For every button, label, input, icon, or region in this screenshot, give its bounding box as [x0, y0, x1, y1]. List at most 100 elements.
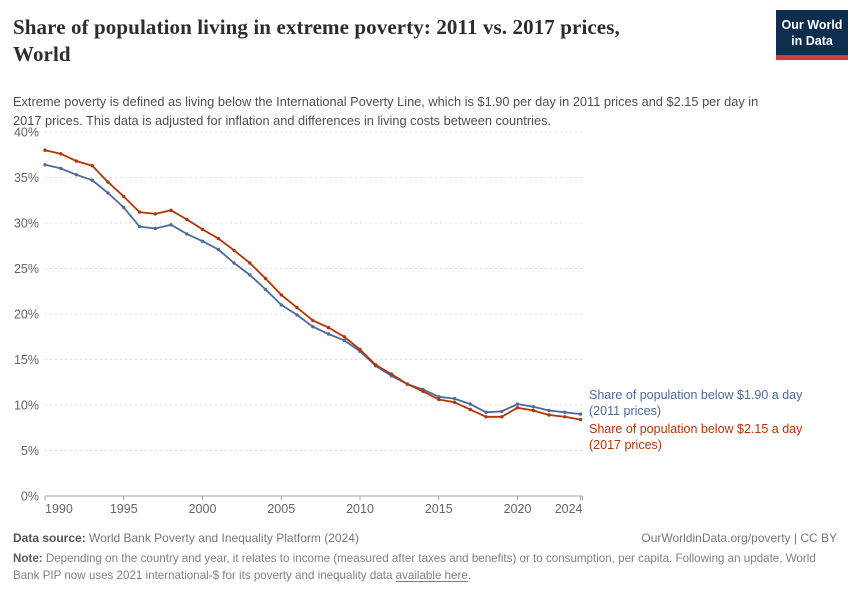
y-tick-label: 5%: [21, 444, 39, 458]
y-tick-label: 10%: [14, 399, 39, 413]
data-point[interactable]: [326, 332, 331, 336]
data-point[interactable]: [547, 408, 551, 413]
data-point[interactable]: [59, 152, 63, 156]
y-tick-label: 40%: [14, 126, 39, 140]
data-point[interactable]: [311, 325, 315, 329]
data-point[interactable]: [43, 148, 47, 152]
data-point[interactable]: [248, 273, 252, 277]
data-point[interactable]: [421, 389, 425, 394]
series-line-0[interactable]: [44, 163, 582, 415]
note-label: Note:: [13, 552, 43, 565]
data-point[interactable]: [185, 217, 189, 222]
x-tick-label: 1990: [45, 502, 73, 516]
data-source-label: Data source:: [13, 531, 86, 545]
data-point[interactable]: [342, 335, 346, 339]
data-point[interactable]: [232, 261, 236, 265]
data-point[interactable]: [500, 415, 504, 419]
data-point[interactable]: [578, 412, 583, 416]
available-here-link[interactable]: available here: [395, 568, 468, 582]
data-point[interactable]: [468, 402, 472, 406]
data-point[interactable]: [500, 409, 504, 414]
x-tick-label: 2015: [425, 502, 453, 516]
data-point[interactable]: [452, 400, 457, 404]
data-point[interactable]: [74, 159, 79, 163]
data-point[interactable]: [216, 236, 220, 241]
data-point[interactable]: [106, 180, 110, 184]
data-point[interactable]: [153, 212, 157, 216]
series-label-2017-prices[interactable]: Share of population below $2.15 a day (2…: [589, 422, 803, 452]
data-point[interactable]: [515, 406, 520, 410]
x-tick-label: 1995: [110, 502, 138, 516]
data-point[interactable]: [405, 382, 409, 386]
data-point[interactable]: [279, 293, 283, 297]
data-point[interactable]: [547, 413, 551, 417]
data-point[interactable]: [374, 363, 378, 367]
page-title: Share of population living in extreme po…: [13, 14, 768, 68]
data-point[interactable]: [531, 408, 535, 413]
note-suffix: .: [467, 568, 472, 582]
data-point[interactable]: [122, 194, 126, 199]
data-point[interactable]: [43, 163, 47, 167]
data-point[interactable]: [389, 372, 394, 376]
data-point[interactable]: [279, 303, 283, 307]
data-point[interactable]: [153, 226, 157, 231]
data-point[interactable]: [515, 402, 520, 406]
data-point[interactable]: [342, 338, 346, 343]
data-point[interactable]: [563, 415, 567, 419]
data-point[interactable]: [106, 191, 110, 195]
data-point[interactable]: [563, 410, 567, 414]
owid-logo[interactable]: Our World in Data: [776, 10, 848, 60]
y-tick-label: 30%: [14, 217, 39, 231]
series-line-1[interactable]: [44, 149, 582, 421]
data-point[interactable]: [437, 397, 441, 402]
x-tick-label: 2005: [267, 502, 295, 516]
data-point[interactable]: [200, 227, 205, 232]
data-point[interactable]: [437, 395, 441, 399]
data-point[interactable]: [484, 415, 488, 419]
data-point[interactable]: [137, 210, 142, 214]
x-tick-label: 2024: [555, 502, 583, 516]
data-point[interactable]: [59, 166, 63, 171]
data-point[interactable]: [169, 223, 173, 227]
y-tick-label: 25%: [14, 262, 39, 276]
data-point[interactable]: [531, 405, 535, 409]
footnote: Note: Depending on the country and year,…: [13, 551, 837, 584]
data-point[interactable]: [468, 407, 472, 412]
x-tick-label: 2000: [189, 502, 217, 516]
data-point[interactable]: [263, 276, 268, 281]
note-text: Depending on the country and year, it re…: [13, 552, 816, 582]
data-point[interactable]: [185, 232, 189, 236]
data-point[interactable]: [232, 248, 236, 252]
data-point[interactable]: [137, 224, 142, 229]
x-tick-label: 2020: [504, 502, 532, 516]
y-tick-label: 0%: [21, 490, 39, 504]
data-point[interactable]: [484, 410, 488, 414]
data-point[interactable]: [169, 208, 173, 212]
data-point[interactable]: [295, 313, 299, 317]
data-point[interactable]: [578, 417, 583, 422]
data-point[interactable]: [452, 396, 457, 401]
y-tick-label: 20%: [14, 308, 39, 322]
data-point[interactable]: [358, 347, 362, 352]
data-point[interactable]: [122, 205, 126, 210]
y-tick-label: 15%: [14, 353, 39, 367]
data-point[interactable]: [295, 305, 299, 310]
data-point[interactable]: [216, 247, 220, 252]
series-label-1990-prices[interactable]: Share of population below $1.90 a day (2…: [589, 388, 803, 418]
data-point[interactable]: [74, 173, 79, 177]
data-point[interactable]: [200, 239, 205, 243]
data-point[interactable]: [311, 318, 315, 323]
data-point[interactable]: [326, 325, 331, 330]
y-tick-label: 35%: [14, 171, 39, 185]
data-point[interactable]: [90, 178, 95, 182]
title-line-2: World: [13, 42, 71, 66]
x-tick-label: 2010: [346, 502, 374, 516]
data-point[interactable]: [263, 287, 268, 292]
attribution-link[interactable]: OurWorldinData.org/poverty | CC BY: [641, 531, 837, 545]
data-point[interactable]: [90, 164, 95, 168]
data-source-line: Data source: World Bank Poverty and Ineq…: [13, 531, 837, 545]
data-point[interactable]: [248, 261, 252, 265]
owid-logo-text: Our World in Data: [776, 10, 848, 55]
